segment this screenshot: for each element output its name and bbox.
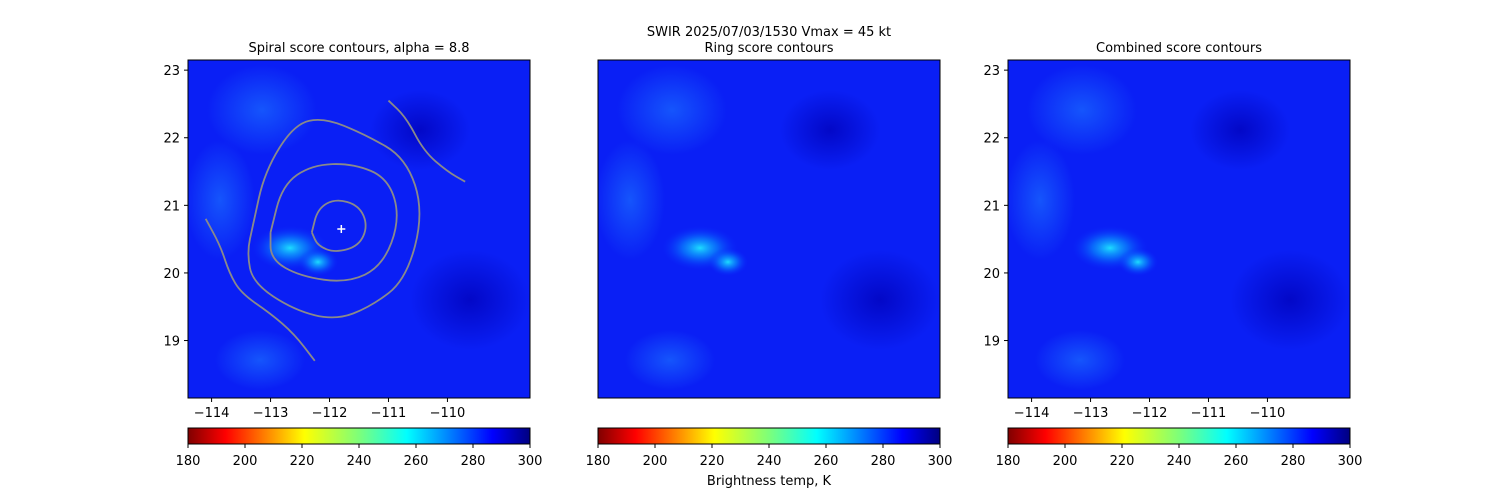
contour-group: [204, 99, 466, 362]
colorbar-tick-label: 260: [814, 454, 839, 469]
colorbar-tick-label: 240: [347, 454, 372, 469]
axes-frame: [1007, 59, 1351, 399]
y-tick-label: 19: [983, 335, 1000, 350]
colorbar-tick-label: 220: [700, 454, 725, 469]
colorbar-tick-label: 180: [996, 454, 1021, 469]
y-tick-label: 21: [163, 199, 180, 214]
satellite-field: [598, 60, 940, 398]
axes-frame: [597, 59, 941, 399]
x-tick-label: −112: [312, 406, 348, 421]
colorbar-ring: 180 200 220 240 260 280 300: [586, 427, 953, 469]
y-tick-label: 23: [983, 64, 1000, 79]
x-tick-label: −111: [1191, 406, 1227, 421]
field-bright-patch: [1027, 65, 1137, 155]
panel-subtitle: Ring score contours: [704, 41, 833, 56]
colorbar-tick-label: 180: [586, 454, 611, 469]
colorbar-combined: 180 200 220 240 260 280 300: [996, 427, 1363, 469]
colorbar-spiral: 180 200 220 240 260 280 300: [176, 427, 543, 469]
x-tick-label: −110: [1250, 406, 1286, 421]
center-plus-marker: [337, 225, 346, 233]
colorbar-tick-label: 180: [176, 454, 201, 469]
y-tick-label: 20: [983, 267, 1000, 282]
score-contour: [387, 99, 466, 183]
satellite-field: [188, 60, 530, 398]
field-dark-patch: [1190, 90, 1290, 170]
field-dark-patch: [1230, 250, 1350, 350]
panel-spiral: Spiral score contours, alpha = 8.8 −114−…: [163, 41, 531, 421]
score-contour: [204, 218, 316, 362]
colorbar-tick-label: 220: [1110, 454, 1135, 469]
x-tick-label: −114: [1014, 406, 1050, 421]
field-bright-patch: [625, 330, 715, 390]
score-contour: [247, 118, 421, 319]
y-tick-label: 23: [163, 64, 180, 79]
x-axis: −114 −113 −112 −111 −110: [1014, 398, 1286, 421]
score-contour: [269, 163, 398, 282]
x-tick-label: −110: [430, 406, 466, 421]
field-bright-patch: [215, 330, 305, 390]
colorbar-tick-label: 280: [461, 454, 486, 469]
y-tick-label: 20: [163, 267, 180, 282]
panel-combined: Combined score contours: [1007, 41, 1351, 399]
y-axis: 19 20 21 22 23: [983, 64, 1008, 350]
colorbar-gradient: [1007, 427, 1351, 445]
colorbar-tick-label: 280: [871, 454, 896, 469]
x-tick-label: −114: [194, 406, 230, 421]
field-dark-patch: [780, 90, 880, 170]
field-cloud-core: [708, 248, 748, 276]
y-tick-label: 21: [983, 199, 1000, 214]
colorbar-tick-label: 240: [1167, 454, 1192, 469]
y-tick-label: 22: [163, 132, 180, 147]
field-cloud-core: [1118, 248, 1158, 276]
x-tick-label: −111: [371, 406, 407, 421]
colorbar-tick-label: 240: [757, 454, 782, 469]
colorbar-label: Brightness temp, K: [707, 474, 832, 489]
figure-suptitle: SWIR 2025/07/03/1530 Vmax = 45 kt: [647, 25, 891, 40]
colorbar-tick-label: 300: [928, 454, 953, 469]
colorbar-tick-label: 200: [643, 454, 668, 469]
colorbar-tick-label: 200: [233, 454, 258, 469]
field-bright-patch: [1008, 140, 1075, 260]
colorbar-tick-label: 260: [1224, 454, 1249, 469]
colorbar-tick-label: 260: [404, 454, 429, 469]
panel-title: Spiral score contours, alpha = 8.8: [248, 41, 469, 56]
panel-title: Combined score contours: [1096, 41, 1262, 56]
field-bright-patch: [188, 140, 255, 260]
field-bright-patch: [598, 140, 665, 260]
score-contour: [310, 199, 367, 252]
y-tick-label: 22: [983, 132, 1000, 147]
panel-ring: Ring score contours −114 −113 −112 −111 −110…: [597, 41, 1286, 421]
colorbar-tick-label: 280: [1281, 454, 1306, 469]
colorbar-tick-label: 300: [1338, 454, 1363, 469]
colorbar-tick-label: 300: [518, 454, 543, 469]
axes-frame: [187, 59, 531, 399]
colorbar-tick-label: 220: [290, 454, 315, 469]
field-dark-patch: [370, 90, 470, 170]
field-bright-patch: [617, 65, 727, 155]
field-bright-patch: [1035, 330, 1125, 390]
x-axis: −114 −113 −112 −111 −110: [194, 398, 466, 421]
field-dark-patch: [410, 250, 530, 350]
y-axis: 19 20 21 22 23: [163, 64, 188, 350]
center-marker-group: [337, 225, 346, 233]
colorbar-gradient: [597, 427, 941, 445]
colorbar-gradient: [187, 427, 531, 445]
y-tick-label: 19: [163, 335, 180, 350]
x-tick-label: −113: [253, 406, 289, 421]
colorbar-tick-label: 200: [1053, 454, 1078, 469]
satellite-field: [1008, 60, 1350, 398]
x-tick-label: −112: [1132, 406, 1168, 421]
field-cloud-core: [298, 248, 338, 276]
field-bright-patch: [207, 65, 317, 155]
field-dark-patch: [820, 250, 940, 350]
x-tick-label: −113: [1073, 406, 1109, 421]
